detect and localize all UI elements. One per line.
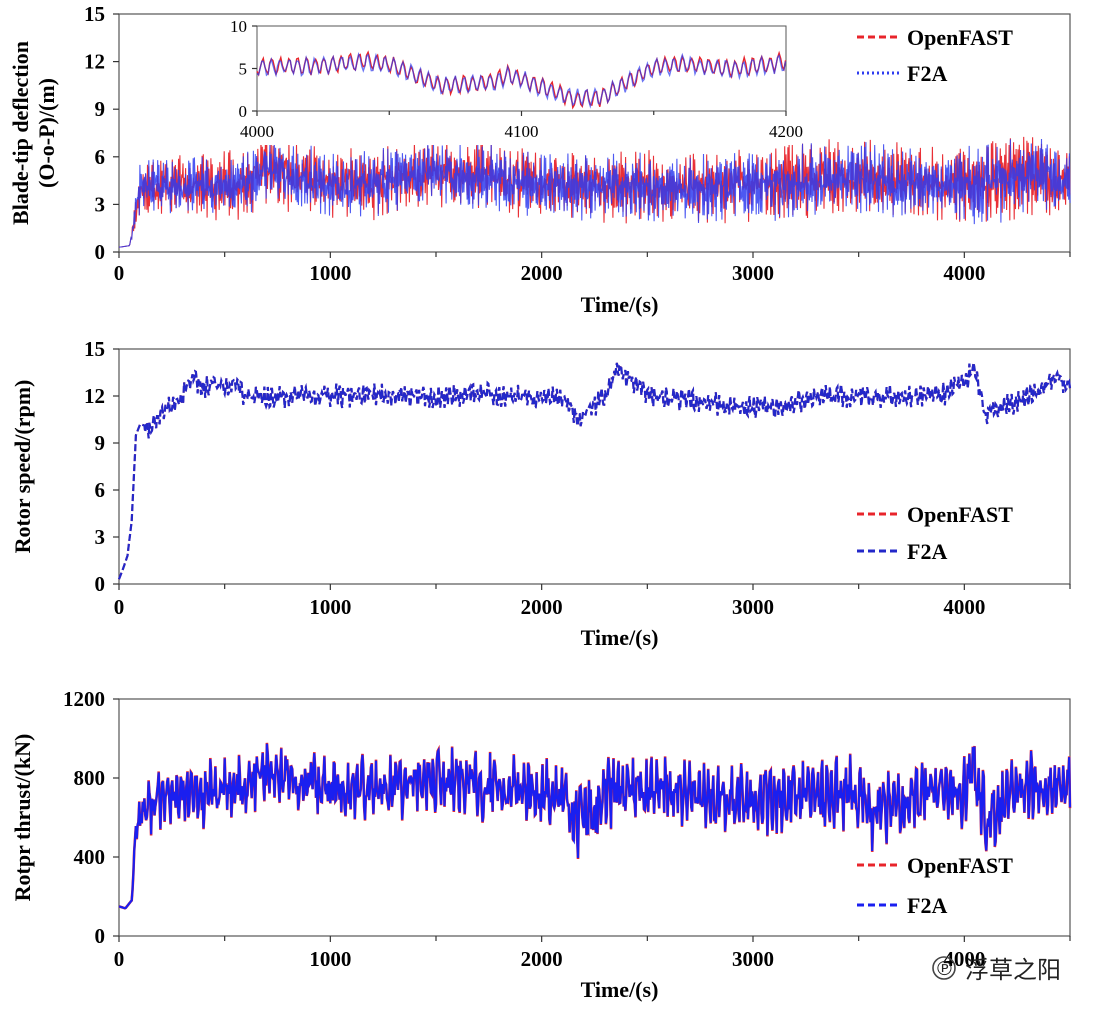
y-axis-label-line2: (O-o-P)/(m) xyxy=(34,78,59,188)
x-tick-label: 3000 xyxy=(732,595,774,619)
y-tick-label: 12 xyxy=(84,50,105,74)
panel-2: 0 1000 2000 3000 4000 0 3 6 9 12 15 Time/(s) Rotor s… xyxy=(10,337,1072,650)
x-axis-label: Time/(s) xyxy=(581,977,659,1002)
inset-x-tick-label: 4100 xyxy=(505,122,539,141)
watermark-tag: ℗ xyxy=(937,958,952,980)
legend-label-f2a: F2A xyxy=(907,539,947,564)
x-tick-label: 2000 xyxy=(521,947,563,971)
y-tick-label: 0 xyxy=(95,924,106,948)
y-axis-label: Rotpr thrust/(kN) xyxy=(10,734,35,902)
y-tick-label: 800 xyxy=(74,766,106,790)
legend: OpenFAST F2A xyxy=(857,853,1013,918)
legend-label-f2a: F2A xyxy=(907,893,947,918)
x-tick-label: 1000 xyxy=(309,261,351,285)
y-tick-label: 6 xyxy=(95,478,106,502)
plot-frame xyxy=(118,348,1071,585)
legend-label-openfast: OpenFAST xyxy=(907,25,1013,50)
y-tick-label: 1200 xyxy=(63,687,105,711)
x-tick-label: 0 xyxy=(114,595,125,619)
watermark-text: 浮草之阳 xyxy=(965,956,1061,984)
y-axis-label-line1: Blade-tip deflection xyxy=(8,41,33,225)
y-tick-label: 3 xyxy=(95,525,106,549)
x-axis-label: Time/(s) xyxy=(581,292,659,317)
y-tick-label: 15 xyxy=(84,337,105,361)
x-tick-label: 1000 xyxy=(309,947,351,971)
x-tick-label: 4000 xyxy=(943,261,985,285)
watermark: ℗ 浮草之阳 xyxy=(932,956,1061,984)
watermark-logo-icon xyxy=(932,956,956,980)
series-line-f2a xyxy=(117,362,1072,580)
y-tick-label: 3 xyxy=(95,192,106,216)
inset-series-line-f2a xyxy=(256,51,787,109)
y-axis-label: Rotor speed/(rpm) xyxy=(10,380,35,554)
x-tick-label: 2000 xyxy=(521,261,563,285)
y-tick-label: 400 xyxy=(74,845,106,869)
panel-1: 0 1000 2000 3000 400003691215Time/(s)Blade-t… xyxy=(8,2,1071,317)
x-tick-label: 0 xyxy=(114,947,125,971)
inset-x-tick-label: 4000 xyxy=(240,122,274,141)
plot-frame xyxy=(118,13,1071,253)
inset-chart: 0 5 10 4000 4100 4200 xyxy=(230,17,803,145)
y-tick-label: 12 xyxy=(84,384,105,408)
inset-y-tick-label: 0 xyxy=(239,102,248,121)
x-tick-label: 1000 xyxy=(309,595,351,619)
y-axis-label-text: Rotor speed/(rpm) xyxy=(10,380,35,554)
y-axis-label-text: Rotpr thrust/(kN) xyxy=(10,734,35,902)
inset-background xyxy=(247,20,802,145)
inset-x-tick-label: 4200 xyxy=(769,122,803,141)
series-line-f2a xyxy=(118,743,1072,910)
y-tick-label: 6 xyxy=(95,145,106,169)
inset-y-tick-label: 5 xyxy=(239,60,248,79)
x-tick-label: 0 xyxy=(114,261,125,285)
y-tick-label: 0 xyxy=(95,240,106,264)
plot-frame xyxy=(118,698,1071,937)
x-axis-label: Time/(s) xyxy=(581,625,659,650)
x-tick-label: 4000 xyxy=(943,595,985,619)
panel-3: 0 1000 2000 3000 400004008001200Time/(s)Rotp… xyxy=(10,687,1072,1002)
x-tick-label: 2000 xyxy=(521,595,563,619)
legend-label-openfast: OpenFAST xyxy=(907,853,1013,878)
y-tick-label: 15 xyxy=(84,2,105,26)
legend-label-f2a: F2A xyxy=(907,61,947,86)
y-tick-label: 0 xyxy=(95,572,106,596)
series-line-f2a xyxy=(118,138,1071,248)
legend-label-openfast: OpenFAST xyxy=(907,502,1013,527)
y-axis-label: Blade-tip deflection (O-o-P)/(m) xyxy=(8,41,59,225)
y-tick-label: 9 xyxy=(95,97,106,121)
legend: OpenFAST F2A xyxy=(857,502,1013,564)
legend: OpenFAST F2A xyxy=(857,25,1013,86)
inset-y-tick-label: 10 xyxy=(230,17,247,36)
x-tick-label: 3000 xyxy=(732,261,774,285)
y-tick-label: 9 xyxy=(95,431,106,455)
x-tick-label: 3000 xyxy=(732,947,774,971)
